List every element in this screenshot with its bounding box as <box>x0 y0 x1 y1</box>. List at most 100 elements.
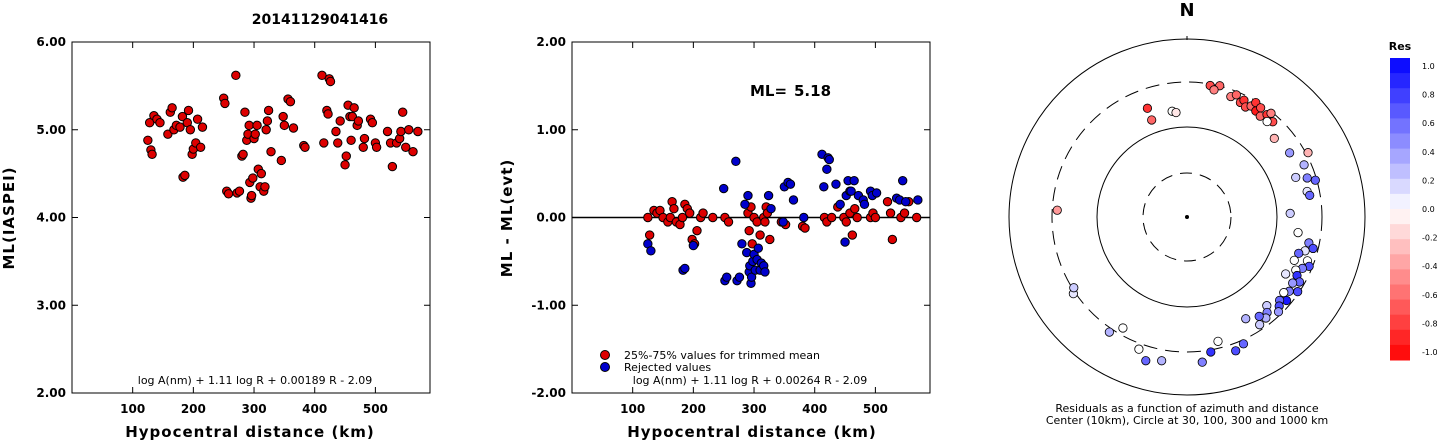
colorbar-cell <box>1390 329 1410 346</box>
plot1-point <box>358 142 368 153</box>
plot2-point-trimmed <box>911 212 922 223</box>
plot1-point <box>263 105 274 116</box>
plot1-x-tick-label: 300 <box>242 402 267 416</box>
plot1-point <box>195 142 206 153</box>
plot1-x-tick-label: 400 <box>302 402 327 416</box>
polar-point <box>1209 85 1219 95</box>
plot1-point <box>147 149 157 160</box>
plot1-point <box>323 109 333 119</box>
polar-point <box>1213 336 1223 346</box>
colorbar-cell <box>1390 103 1410 119</box>
plot2-y-tick-label: 1.00 <box>536 123 566 137</box>
plot2-point-rejected <box>753 243 763 253</box>
plot1-x-ticks: 100 200 300 400 500 <box>120 42 388 416</box>
plot2-point-trimmed <box>841 217 851 227</box>
circle-100km <box>1096 126 1278 308</box>
plot2-y-tick-label: -1.00 <box>531 298 566 312</box>
plot2-x-ticks: 100 200 300 400 500 <box>620 42 888 416</box>
plot2-point-rejected <box>822 164 832 174</box>
colorbar-tick-label: 0.4 <box>1422 148 1435 157</box>
plot2-point-rejected <box>859 199 870 210</box>
plot2-point-trimmed <box>827 212 837 223</box>
colorbar-title: Res <box>1389 40 1412 53</box>
plot1-point <box>319 138 329 148</box>
plot2-point-rejected <box>718 183 729 194</box>
plot2-point-trimmed <box>847 230 858 240</box>
polar-point <box>1291 172 1301 183</box>
polar-point <box>1310 175 1320 185</box>
plot2-y-tick-label: 2.00 <box>536 35 566 49</box>
polar-point <box>1197 357 1207 367</box>
polar-point <box>1052 205 1062 215</box>
colorbar-tick-label: 0.0 <box>1422 205 1435 214</box>
plot1-point <box>401 142 411 153</box>
colorbar-tick-label: -0.2 <box>1422 234 1437 243</box>
plot2-point-rejected <box>831 179 841 189</box>
plot2-point-rejected <box>913 195 923 205</box>
plot1-point <box>167 103 177 113</box>
plot1-point <box>252 120 262 131</box>
colorbar-tick-label: 0.8 <box>1422 91 1435 100</box>
polar-point <box>1302 173 1312 183</box>
polar-point <box>1293 287 1303 297</box>
plot1-point <box>333 138 343 148</box>
plot1-y-label: ML(IASPEI) <box>0 166 18 269</box>
plot1-point <box>180 170 190 181</box>
polar-point <box>1294 248 1304 258</box>
plot2-point-rejected <box>760 267 770 277</box>
polar-point <box>1266 108 1276 118</box>
plot1-point <box>325 76 336 87</box>
polar-point <box>1273 307 1284 317</box>
plot1-y-tick-label: 3.00 <box>36 298 66 312</box>
plot2-point-trimmed <box>800 223 810 233</box>
plot1-point <box>382 126 393 137</box>
plot2-y-tick-label: -2.00 <box>531 386 566 400</box>
plot2-point-rejected <box>849 175 859 186</box>
plot2-point-trimmed <box>698 208 708 218</box>
colorbar-cell <box>1390 314 1410 331</box>
plot1-point <box>340 160 350 170</box>
polar-point <box>1254 311 1264 321</box>
colorbar-cell <box>1390 73 1410 89</box>
polar-point <box>1308 243 1318 254</box>
plot2-point-trimmed <box>850 204 860 214</box>
plot2-legend: 25%-75% values for trimmed mean Rejected… <box>600 349 820 374</box>
legend-marker-trimmed <box>600 350 610 360</box>
plot1-point <box>285 96 296 107</box>
plot1-point <box>175 122 185 132</box>
polar-point <box>1305 190 1315 200</box>
plot2-point-trimmed <box>643 212 653 223</box>
plot2-point-rejected <box>901 197 911 207</box>
plot1-point <box>248 173 258 183</box>
polar-points <box>1052 80 1320 367</box>
legend-marker-rejected <box>600 362 610 372</box>
plot2-point-trimmed <box>870 212 881 223</box>
plot1-point <box>192 114 203 124</box>
plot1-point <box>155 118 165 128</box>
plot2-point-trimmed <box>744 225 754 236</box>
colorbar-cell <box>1390 163 1410 180</box>
colorbar-cell <box>1390 118 1410 134</box>
plot2-point-trimmed <box>708 212 718 223</box>
plot1-point <box>300 142 310 153</box>
plot2-point-rejected <box>819 182 829 192</box>
plot1-point <box>238 149 248 160</box>
plot1-point <box>262 116 273 126</box>
plot1-y-ticks: 2.00 3.00 4.00 5.00 6.00 <box>36 35 430 400</box>
polar-point <box>1289 255 1299 265</box>
polar-point <box>1285 148 1295 158</box>
plot2-point-trimmed <box>685 208 695 218</box>
colorbar-cell <box>1390 254 1410 270</box>
plot2-point-rejected <box>737 239 747 249</box>
colorbar-cell <box>1390 178 1410 195</box>
colorbar-tick-label: 0.2 <box>1422 176 1435 185</box>
plot2-point-trimmed <box>755 230 765 240</box>
plot1-point <box>371 142 382 153</box>
plot1-point <box>246 190 257 201</box>
plot1-point <box>341 151 351 161</box>
plot2-point-rejected <box>871 188 882 198</box>
colorbar-cells <box>1390 58 1410 361</box>
plot1-annotation: log A(nm) + 1.11 log R + 0.00189 R - 2.0… <box>138 374 372 387</box>
residual-vs-distance-plot: -2.00 -1.00 0.00 1.00 2.00 100 200 300 400 500 M… <box>498 35 931 441</box>
plot1-point <box>185 125 196 135</box>
